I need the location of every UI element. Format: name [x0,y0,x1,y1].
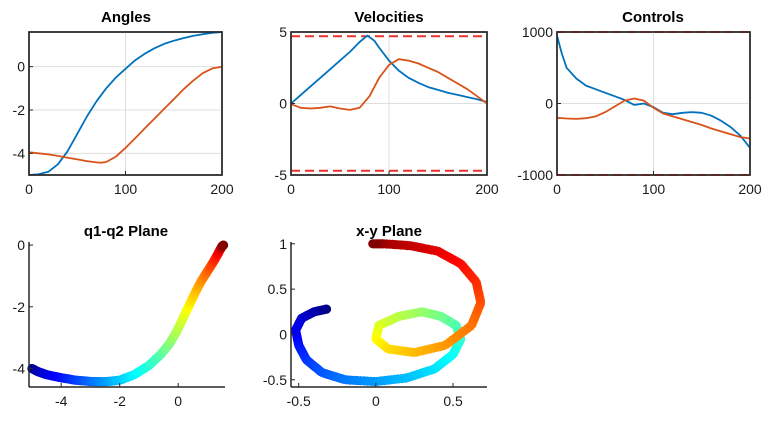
velocities-limit-lines [291,35,487,172]
angles-ticks: 0 100 200 0 -2 -4 [13,59,234,197]
angles-series [28,31,223,176]
velocities-xtick-label: 0 [287,181,295,197]
controls-series [556,35,751,149]
q1-q2-plane-xtick-label: -4 [55,393,68,409]
velocities-series [290,34,488,111]
q1-q2-plane-panel: q1-q2 Plane -4 -2 0 0 -2 -4 [13,223,229,409]
x-y-plane-trajectory-point [368,239,378,249]
angles-xtick-label: 100 [114,181,138,197]
controls-series-2-line [556,97,751,140]
x-y-plane-ytick-label: 0 [279,326,287,342]
controls-xtick-label: 0 [553,181,561,197]
controls-grid [557,32,750,175]
velocities-ytick-label: 0 [279,96,287,112]
controls-ytick-label: -1000 [517,167,553,183]
x-y-plane-panel: x-y Plane -0.5 0 0.5 1 0.5 0 -0.5 [263,223,487,409]
angles-ytick-label: -4 [13,145,26,161]
angles-title: Angles [101,9,151,26]
q1-q2-plane-ytick-label: 0 [17,237,25,253]
x-y-plane-title: x-y Plane [356,223,422,240]
velocities-xtick-label: 100 [377,181,401,197]
q1-q2-plane-title: q1-q2 Plane [84,223,168,240]
controls-ytick-label: 1000 [522,24,553,40]
angles-xtick-label: 0 [25,181,33,197]
angles-xtick-label: 200 [210,181,234,197]
angles-ytick-label: 0 [17,59,25,75]
controls-ytick-label: 0 [545,96,553,112]
velocities-series-2-line [290,58,488,111]
q1-q2-plane-xtick-label: -2 [113,393,126,409]
angles-panel: Angles 0 100 200 0 -2 -4 [13,9,234,197]
q1-q2-plane-trajectory-point [218,240,229,250]
velocities-ytick-label: 5 [279,24,287,40]
q1-q2-plane-ticks: -4 -2 0 0 -2 -4 [13,237,183,409]
controls-xtick-label: 100 [642,181,666,197]
x-y-plane-ytick-label: 0.5 [268,281,288,297]
controls-title: Controls [622,9,684,26]
velocities-grid [291,32,487,175]
q1-q2-plane-xtick-label: 0 [174,393,182,409]
x-y-plane-xtick-label: -0.5 [287,393,311,409]
x-y-plane-ytick-label: -0.5 [263,372,287,388]
velocities-xtick-label: 200 [475,181,499,197]
x-y-plane-ytick-label: 1 [279,236,287,252]
angles-series-1-line [28,31,223,176]
controls-xtick-label: 200 [738,181,762,197]
x-y-plane-ticks: -0.5 0 0.5 1 0.5 0 -0.5 [263,236,463,409]
velocities-ytick-label: -5 [275,167,288,183]
velocities-series-1-line [290,34,488,105]
q1-q2-plane-ytick-label: -4 [13,360,26,376]
x-y-plane-xtick-label: 0.5 [443,393,463,409]
q1-q2-plane-trajectory [27,240,229,387]
x-y-plane-xtick-label: 0 [372,393,380,409]
angles-series-2-line [28,65,223,164]
velocities-title: Velocities [354,9,423,26]
q1-q2-plane-ytick-label: -2 [13,299,26,315]
angles-grid [29,32,222,175]
x-y-plane-trajectory [291,239,486,387]
angles-ytick-label: -2 [13,102,26,118]
